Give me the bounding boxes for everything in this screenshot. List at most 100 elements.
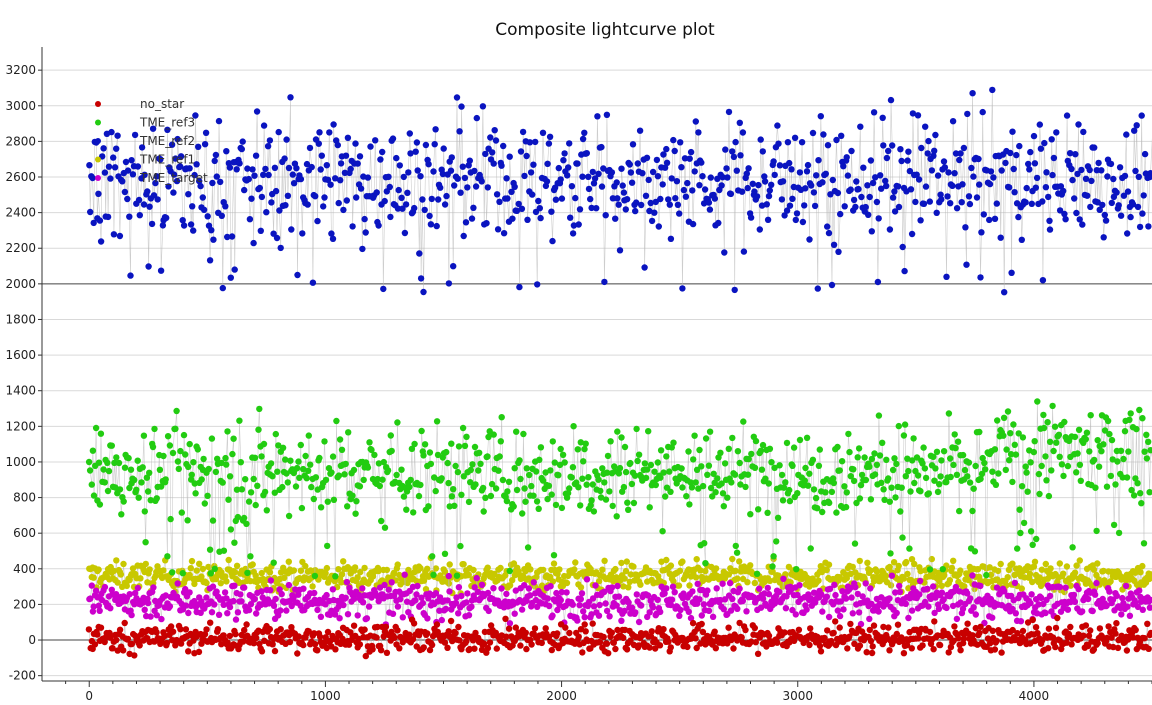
data-point	[447, 617, 455, 625]
data-point	[682, 193, 690, 200]
data-point	[1078, 166, 1085, 174]
data-points	[85, 86, 1152, 660]
data-point	[1139, 562, 1146, 570]
data-point	[485, 433, 492, 441]
data-point	[180, 222, 188, 229]
data-point	[290, 567, 298, 574]
data-point	[322, 476, 330, 484]
data-point	[646, 644, 653, 651]
data-point	[941, 164, 949, 171]
data-point	[464, 590, 471, 597]
data-point	[594, 113, 601, 120]
data-point	[842, 503, 850, 511]
data-point	[201, 500, 208, 507]
data-point	[930, 646, 937, 653]
data-point	[747, 562, 754, 569]
data-point	[868, 228, 875, 235]
data-point	[443, 192, 450, 200]
data-point	[894, 183, 902, 190]
data-point	[654, 596, 661, 603]
data-point	[266, 569, 274, 576]
legend-label: no_star	[140, 97, 184, 111]
data-point	[1082, 622, 1090, 629]
data-point	[395, 186, 402, 194]
data-point	[367, 143, 374, 150]
data-point	[949, 182, 956, 189]
data-point	[420, 288, 427, 296]
data-point	[667, 488, 674, 495]
data-point	[379, 148, 386, 156]
data-point	[224, 639, 231, 646]
data-point	[1004, 408, 1012, 415]
data-point	[1085, 632, 1093, 639]
data-point	[995, 470, 1002, 477]
data-point	[331, 611, 339, 618]
data-point	[1087, 412, 1094, 419]
data-point	[855, 445, 863, 452]
data-point	[1141, 448, 1148, 455]
data-point	[608, 584, 616, 591]
data-point	[546, 133, 554, 140]
data-point	[635, 642, 643, 649]
data-point	[734, 605, 741, 612]
data-point	[580, 458, 587, 465]
data-point	[591, 175, 599, 182]
data-point	[696, 596, 703, 603]
data-point	[969, 572, 976, 579]
data-point	[718, 480, 725, 487]
data-point	[226, 473, 234, 480]
data-point	[1015, 213, 1022, 221]
data-point	[194, 446, 201, 453]
data-point	[818, 591, 825, 598]
data-point	[684, 179, 691, 187]
data-point	[195, 143, 202, 150]
data-point	[665, 196, 672, 203]
data-point	[1075, 121, 1082, 128]
data-point	[174, 580, 181, 587]
data-point	[589, 168, 596, 176]
data-point	[206, 257, 214, 264]
data-point	[263, 209, 270, 216]
data-point	[614, 582, 621, 590]
data-point	[633, 425, 640, 433]
data-point	[187, 565, 194, 572]
data-point	[1140, 192, 1147, 199]
data-point	[745, 455, 752, 463]
data-point	[881, 496, 888, 503]
data-point	[809, 456, 817, 463]
data-point	[749, 180, 756, 187]
data-point	[574, 446, 581, 453]
data-point	[1042, 453, 1049, 460]
data-point	[274, 468, 281, 475]
data-point	[231, 569, 239, 576]
data-point	[672, 195, 679, 202]
data-point	[585, 173, 592, 180]
data-point	[167, 623, 175, 630]
data-point	[920, 444, 927, 451]
data-point	[163, 214, 170, 222]
data-point	[969, 632, 976, 639]
data-point	[249, 166, 256, 173]
data-point	[887, 582, 895, 589]
data-point	[243, 520, 250, 527]
data-point	[300, 641, 307, 649]
data-point	[931, 609, 938, 617]
data-point	[258, 588, 265, 595]
data-point	[1119, 594, 1126, 602]
data-point	[579, 173, 586, 180]
data-point	[498, 162, 505, 169]
data-point	[1138, 500, 1145, 507]
data-point	[441, 639, 449, 646]
data-point	[867, 567, 874, 574]
data-point	[733, 167, 740, 174]
data-point	[311, 640, 319, 648]
data-point	[398, 194, 405, 201]
data-point	[393, 471, 400, 479]
data-point	[765, 632, 773, 639]
y-tick-label: 2200	[5, 241, 36, 255]
data-point	[1035, 601, 1042, 608]
data-point	[874, 278, 882, 286]
data-point	[998, 167, 1005, 174]
data-point	[962, 224, 969, 231]
data-point	[476, 449, 483, 456]
